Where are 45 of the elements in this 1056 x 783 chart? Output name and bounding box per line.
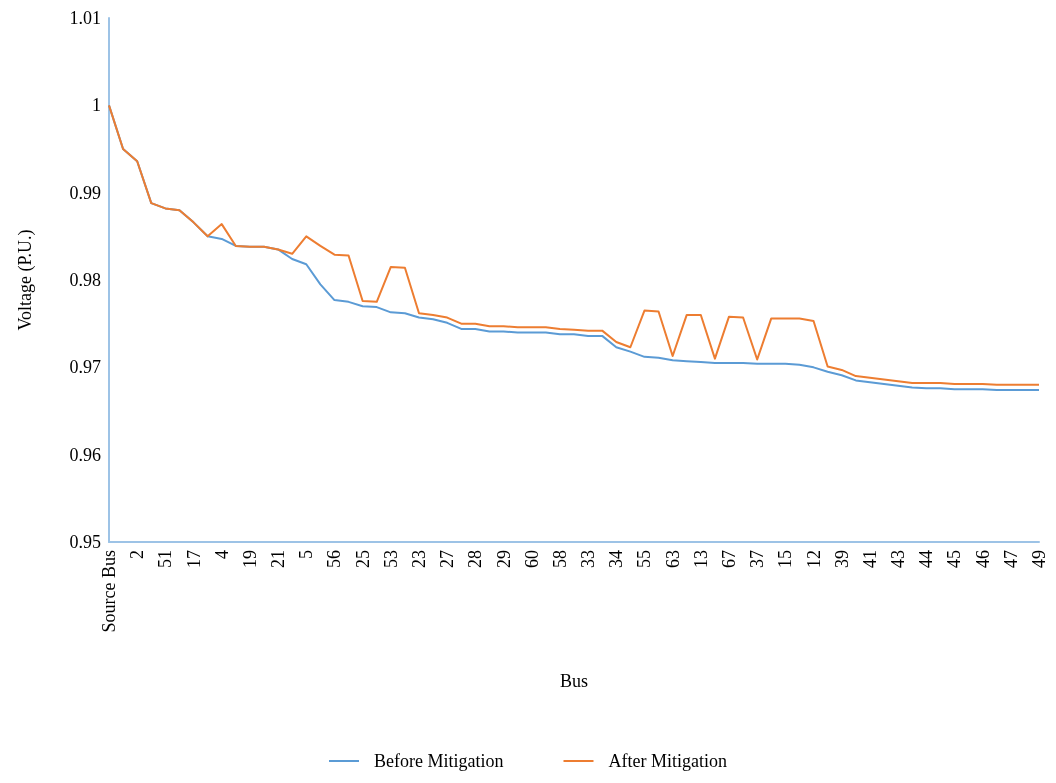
- x-tick-label: 60: [521, 550, 542, 568]
- x-tick-label: 53: [380, 550, 401, 568]
- x-tick-label: 44: [916, 550, 937, 568]
- x-tick-label: 25: [352, 550, 373, 568]
- y-axis-title: Voltage (P.U.): [15, 229, 36, 331]
- x-tick-label: 23: [409, 550, 429, 568]
- x-tick-label: Source Bus: [99, 550, 119, 633]
- x-tick-label: 47: [1000, 550, 1021, 568]
- x-tick-label: 4: [211, 550, 232, 559]
- x-tick-label: 33: [578, 550, 599, 568]
- x-tick-label: 63: [662, 550, 683, 568]
- x-tick-label: 27: [437, 550, 458, 568]
- x-tick-label: 67: [719, 550, 739, 568]
- x-tick-label: 56: [324, 550, 345, 568]
- legend-label: After Mitigation: [608, 751, 727, 771]
- x-tick-label: 28: [465, 550, 486, 568]
- x-tick-label: 2: [127, 550, 148, 559]
- x-tick-label: 58: [549, 550, 570, 568]
- x-tick-label: 43: [888, 550, 909, 568]
- x-tick-label: 51: [155, 550, 176, 568]
- y-tick-label: 1.01: [69, 8, 101, 28]
- x-tick-label: 37: [747, 550, 768, 568]
- x-tick-label: 49: [1029, 550, 1049, 568]
- legend-label: Before Mitigation: [374, 751, 504, 771]
- y-tick-label: 0.98: [69, 270, 101, 290]
- x-tick-label: 45: [944, 550, 965, 568]
- x-tick-label: 17: [183, 550, 204, 568]
- x-tick-label: 41: [859, 550, 880, 568]
- x-tick-label: 55: [634, 550, 655, 568]
- y-tick-label: 0.99: [69, 182, 101, 203]
- x-tick-label: 21: [268, 550, 289, 568]
- y-tick-label: 0.97: [69, 357, 101, 378]
- x-tick-label: 15: [775, 550, 796, 568]
- x-tick-label: 5: [296, 550, 317, 559]
- x-axis-title: Bus: [559, 671, 589, 691]
- y-tick-label: 0.96: [69, 444, 101, 465]
- y-tick-label: 1: [92, 95, 101, 116]
- x-tick-label: 39: [831, 550, 852, 568]
- x-tick-label: 34: [606, 550, 627, 568]
- x-tick-label: 29: [493, 550, 514, 568]
- x-tick-label: 19: [239, 550, 260, 568]
- x-tick-label: 12: [803, 550, 824, 568]
- x-tick-label: 46: [972, 550, 993, 568]
- x-tick-label: 13: [690, 550, 711, 568]
- y-tick-label: 0.95: [69, 532, 101, 552]
